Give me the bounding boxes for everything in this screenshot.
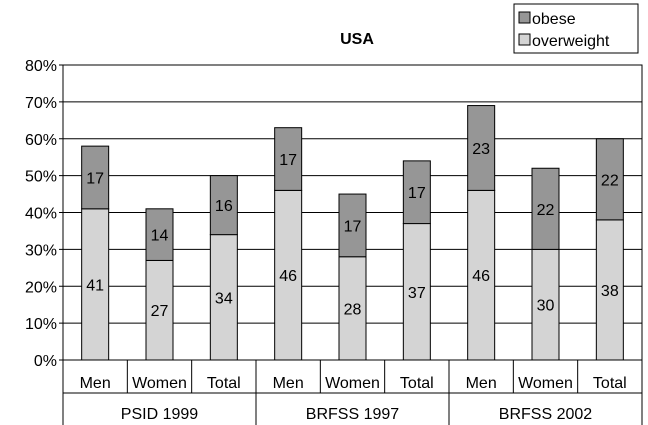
y-tick-label: 40%	[25, 206, 57, 223]
bar-overweight	[145, 259, 174, 361]
data-label-obese: 22	[601, 172, 619, 189]
x-category-label: Total	[207, 375, 241, 392]
legend-swatch-obese	[518, 11, 531, 24]
x-group-label: BRFSS 2002	[499, 406, 592, 423]
bar-overweight	[531, 248, 560, 361]
x-category-label: Total	[593, 375, 627, 392]
y-tick-label: 30%	[25, 242, 57, 259]
data-label-overweight: 28	[344, 301, 362, 318]
data-label-obese: 17	[279, 152, 297, 169]
bar-obese	[402, 160, 431, 225]
y-tick-label: 70%	[25, 95, 57, 112]
data-label-obese: 17	[408, 185, 426, 202]
bar-obese	[338, 193, 367, 258]
data-label-obese: 23	[472, 141, 490, 158]
bar-overweight	[338, 256, 367, 361]
bar-obese	[145, 208, 174, 261]
data-label-obese: 17	[344, 218, 362, 235]
y-tick-label: 20%	[25, 279, 57, 296]
x-group-label: BRFSS 1997	[306, 406, 399, 423]
bar-overweight	[402, 223, 431, 361]
data-label-obese: 22	[537, 202, 555, 219]
legend-swatch-overweight	[518, 33, 531, 46]
y-tick-label: 80%	[25, 58, 57, 75]
x-group-label: PSID 1999	[121, 406, 198, 423]
x-category-label: Men	[466, 375, 497, 392]
x-category-label: Women	[325, 375, 380, 392]
data-label-overweight: 38	[601, 283, 619, 300]
x-category-label: Women	[518, 375, 573, 392]
x-category-label: Total	[400, 375, 434, 392]
data-label-obese: 14	[151, 228, 169, 245]
legend-label-obese: obese	[532, 11, 576, 28]
y-tick-label: 10%	[25, 316, 57, 333]
legend-label-overweight: overweight	[532, 33, 610, 50]
bar-overweight	[595, 219, 624, 361]
data-label-overweight: 41	[86, 277, 104, 294]
bar-overweight	[274, 189, 303, 361]
chart-title: USA	[340, 31, 374, 48]
y-tick-label: 0%	[34, 353, 57, 370]
data-label-obese: 17	[86, 170, 104, 187]
bar-overweight	[209, 234, 238, 361]
bar-obese	[531, 167, 560, 250]
legend-box	[513, 3, 639, 54]
y-tick-label: 60%	[25, 132, 57, 149]
data-label-overweight: 46	[472, 268, 490, 285]
bar-obese	[81, 145, 110, 210]
bar-obese	[467, 105, 496, 191]
y-tick-label: 50%	[25, 169, 57, 186]
x-category-label: Women	[132, 375, 187, 392]
bar-overweight	[467, 189, 496, 361]
bar-overweight	[81, 208, 110, 361]
data-label-overweight: 27	[151, 303, 169, 320]
bar-obese	[595, 138, 624, 221]
data-label-overweight: 30	[537, 298, 555, 315]
x-category-label: Men	[80, 375, 111, 392]
x-category-label: Men	[273, 375, 304, 392]
data-label-obese: 16	[215, 198, 233, 215]
data-label-overweight: 37	[408, 285, 426, 302]
data-label-overweight: 46	[279, 268, 297, 285]
bar-obese	[209, 175, 238, 236]
data-label-overweight: 34	[215, 290, 233, 307]
bar-obese	[274, 127, 303, 191]
